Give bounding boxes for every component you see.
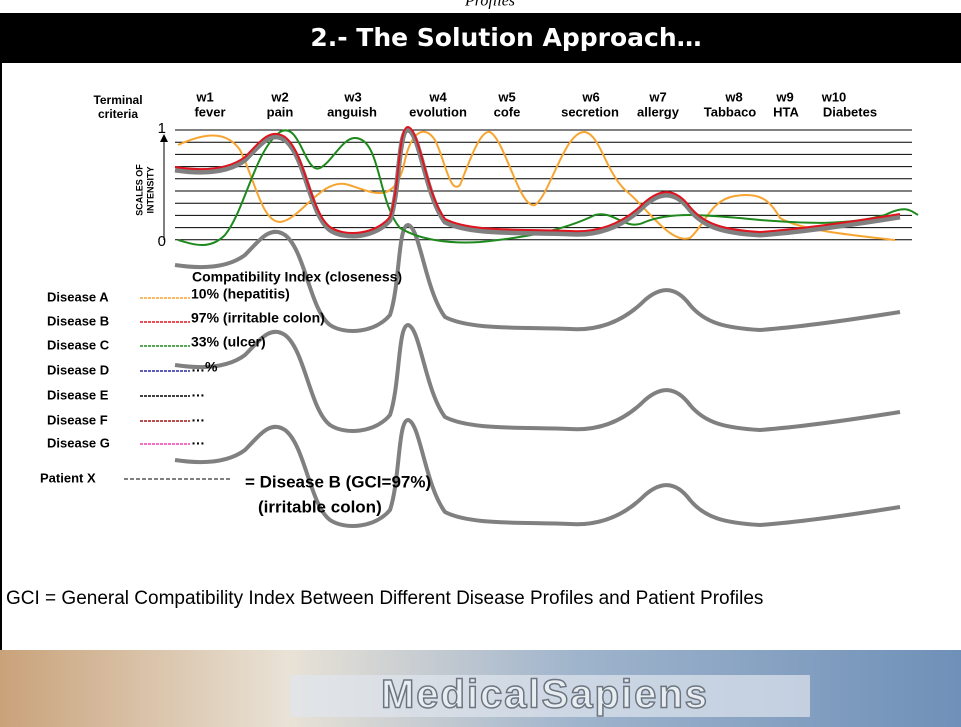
week-label: w8 (724, 89, 742, 104)
result-text: (irritable colon) (258, 497, 382, 516)
compatibility-index: … (191, 432, 205, 448)
criterion-label: Diabetes (823, 104, 877, 119)
disease-name: Disease G (47, 435, 110, 450)
slide-title: 2.- The Solution Approach… (310, 23, 701, 52)
compatibility-index: … (191, 409, 205, 425)
y-axis-label: SCALES OF (134, 164, 144, 216)
week-label: w5 (497, 89, 515, 104)
disease-name: Disease E (47, 387, 109, 402)
week-label: w4 (428, 89, 447, 104)
terminal-criteria: Terminal (93, 93, 142, 107)
legend-heading: Compatibility Index (closeness) (192, 269, 402, 285)
disease-name: Disease C (47, 337, 110, 352)
banner-plate (290, 675, 810, 717)
week-label: w6 (581, 89, 599, 104)
criterion-label: pain (267, 104, 294, 119)
disease-a-curve (177, 130, 896, 241)
terminal-criteria: criteria (98, 107, 138, 121)
y-axis-label: INTENSITY (145, 166, 155, 213)
criterion-label: anguish (327, 104, 377, 119)
criterion-label: cofe (494, 104, 521, 119)
y-max: 1 (158, 120, 166, 137)
patient-curve (175, 130, 900, 236)
footnote: GCI = General Compatibility Index Betwee… (6, 588, 763, 609)
result-text: = Disease B (GCI=97%) (245, 472, 431, 491)
criterion-label: secretion (561, 104, 619, 119)
patient-label: Patient X (40, 470, 96, 485)
compatibility-index: 97% (irritable colon) (191, 310, 325, 326)
week-label: w3 (343, 89, 361, 104)
title-bar (0, 13, 961, 63)
y-min: 0 (158, 233, 166, 250)
top-caption: Profiles (464, 0, 515, 10)
week-label: w9 (775, 89, 793, 104)
week-label: w7 (648, 89, 666, 104)
arrow-head (160, 134, 168, 142)
criterion-label: fever (194, 104, 225, 119)
week-label: w2 (270, 89, 288, 104)
disease-b-curve (174, 126, 901, 234)
banner-text: MedicalSapiens (381, 673, 709, 717)
criterion-label: HTA (773, 104, 799, 119)
criterion-label: evolution (409, 104, 467, 119)
compatibility-index: 33% (ulcer) (191, 334, 266, 350)
compatibility-index: … (191, 384, 205, 400)
criterion-label: Tabbaco (704, 104, 757, 119)
compatibility-index: 10% (hepatitis) (191, 286, 290, 302)
week-label: w10 (821, 89, 847, 104)
criteria-header: Terminal criteria (93, 93, 142, 121)
disease-name: Disease B (47, 313, 109, 328)
disease-name: Disease F (47, 412, 108, 427)
compatibility-index: …% (191, 359, 218, 375)
week-label: w1 (195, 89, 213, 104)
disease-name: Disease A (47, 289, 109, 304)
disease-name: Disease D (47, 362, 109, 377)
criterion-label: allergy (637, 104, 680, 119)
patient-curve-copy (173, 323, 902, 433)
